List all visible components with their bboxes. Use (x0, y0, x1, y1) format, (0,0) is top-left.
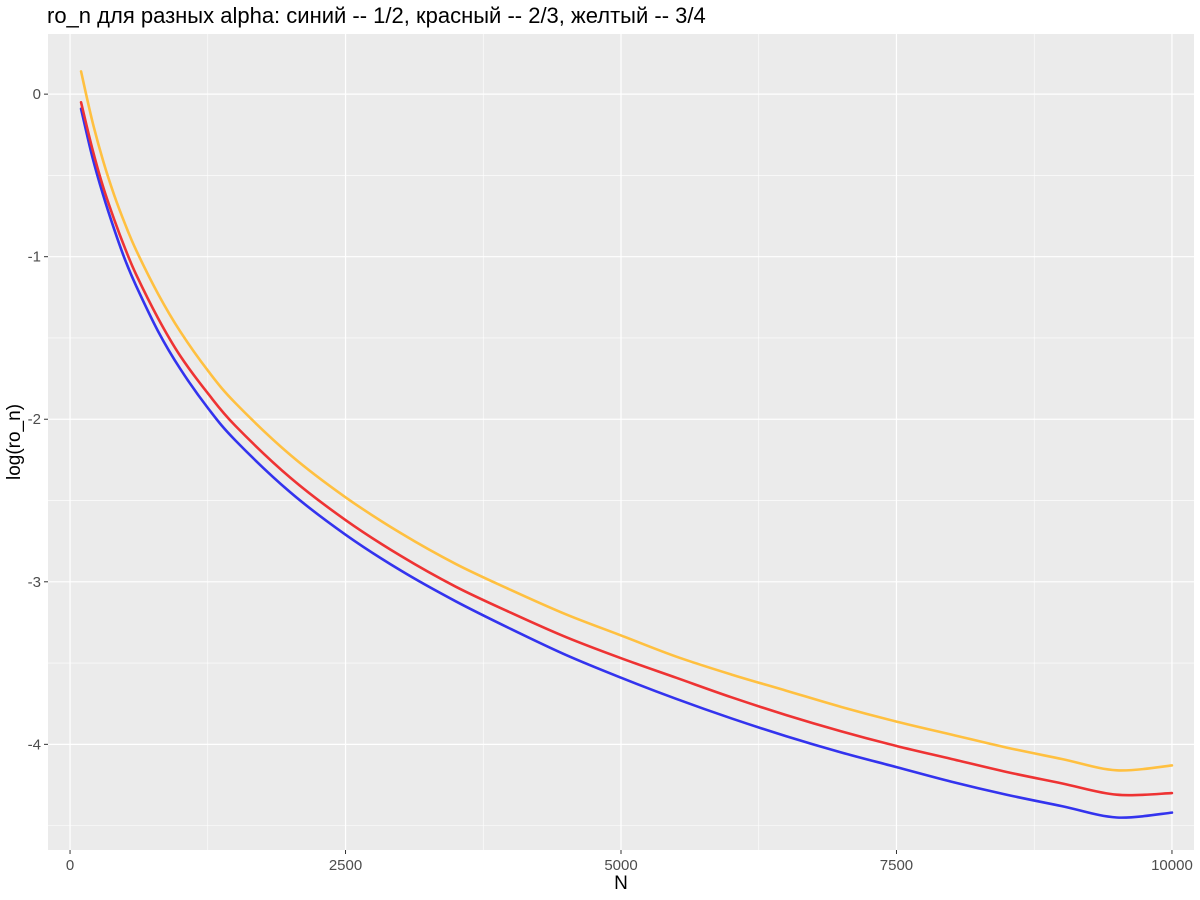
y-axis-label: log(ro_n) (4, 404, 25, 480)
x-tick-label: 7500 (880, 857, 913, 874)
series-line-2 (79, 100, 1174, 797)
x-tick-label: 0 (66, 857, 74, 874)
x-tick-label: 5000 (604, 857, 637, 874)
x-axis-label: N (614, 873, 628, 894)
chart-title: ro_n для разных alpha: синий -- 1/2, кра… (47, 3, 706, 28)
series-group (79, 70, 1174, 819)
series-line-1 (79, 107, 1174, 819)
x-tick-label: 2500 (329, 857, 362, 874)
y-tick-label: -2 (28, 411, 41, 428)
y-tick-label: -4 (28, 736, 41, 753)
y-tick-label: 0 (33, 86, 41, 103)
grid (48, 34, 1194, 850)
y-tick-label: -3 (28, 574, 41, 591)
x-tick-label: 10000 (1151, 857, 1193, 874)
axes: 0 2500 5000 7500 10000 0 -1 -2 -3 -4 (28, 86, 1193, 874)
y-tick-label: -1 (28, 249, 41, 266)
series-line-3 (79, 70, 1174, 772)
